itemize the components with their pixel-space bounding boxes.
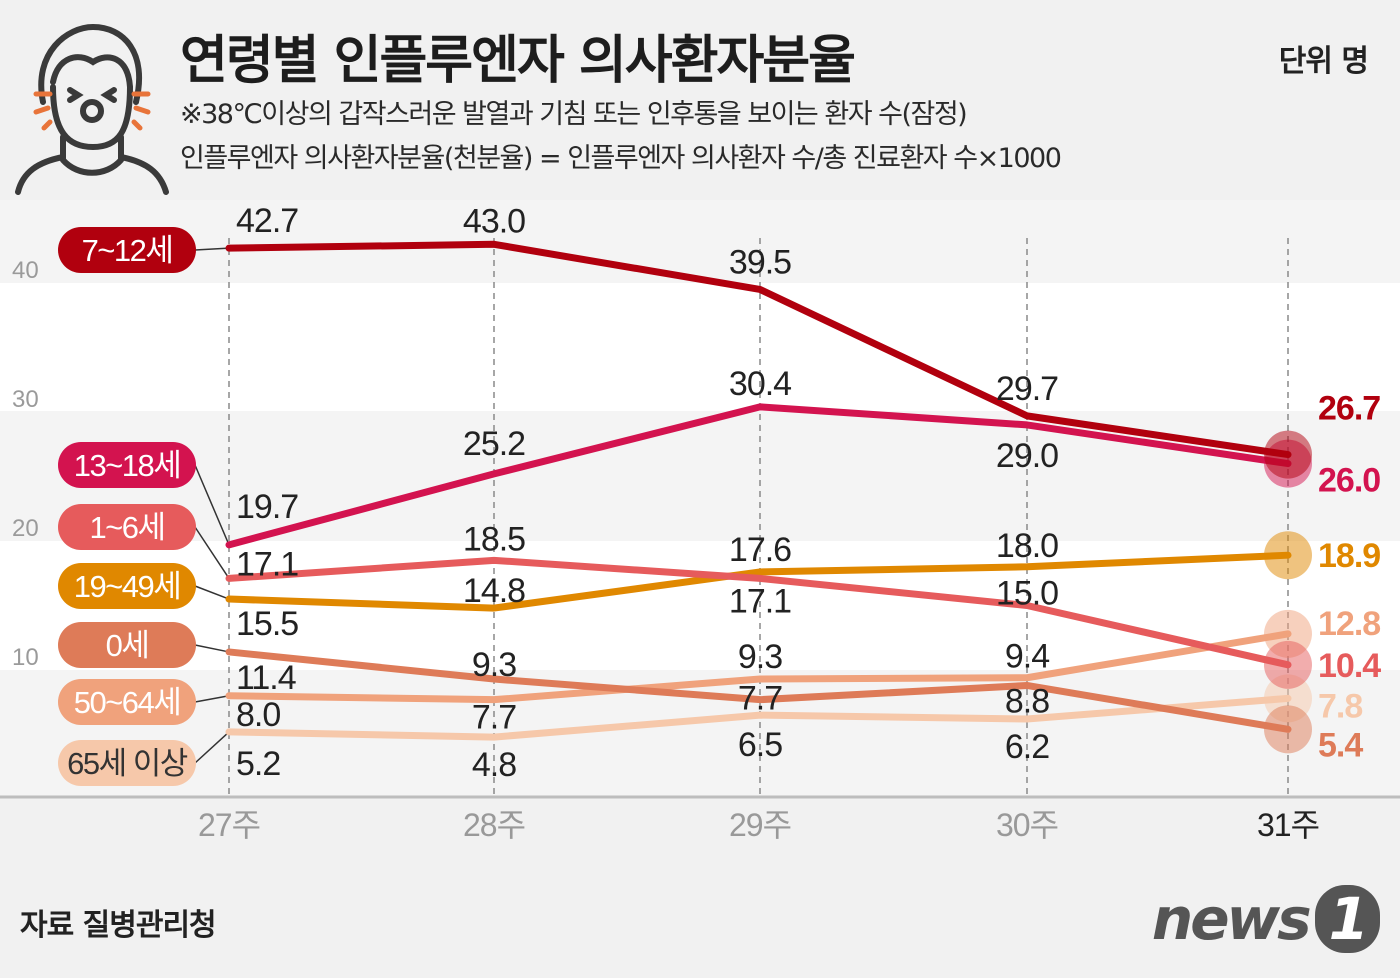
y-tick-label: 30 [12, 386, 39, 413]
data-label: 39.5 [729, 243, 791, 281]
legend-label: 1~6세 [89, 510, 164, 545]
legend-pill [58, 442, 196, 488]
y-tick-label: 40 [12, 257, 39, 284]
series-line [225, 556, 1292, 669]
data-label: 5.4 [1318, 726, 1363, 764]
data-label: 8.8 [1005, 682, 1049, 720]
data-label: 17.1 [729, 582, 791, 620]
legend-pill [58, 504, 196, 550]
data-label: 42.7 [236, 202, 298, 240]
series-line [225, 694, 1292, 741]
series-line [225, 630, 1292, 704]
data-label: 19.7 [236, 488, 298, 526]
legend-connector [194, 731, 230, 764]
legend-connector [194, 644, 230, 653]
legend-pill [58, 622, 196, 668]
legend-connector [194, 464, 230, 546]
x-tick-label: 29주 [729, 807, 791, 843]
band [0, 411, 1400, 541]
data-label: 8.0 [236, 696, 280, 734]
series-line [225, 403, 1292, 549]
legend-connector [194, 585, 230, 600]
x-tick-label: 28주 [463, 807, 525, 843]
data-label: 11.4 [236, 659, 296, 697]
data-label: 10.4 [1318, 647, 1381, 685]
band [0, 200, 1400, 283]
data-label: 17.6 [729, 531, 791, 569]
data-label: 29.0 [996, 437, 1058, 475]
data-label: 43.0 [463, 202, 525, 240]
legend-label: 13~18세 [74, 448, 181, 483]
data-label: 5.2 [236, 745, 280, 783]
data-label: 26.0 [1318, 462, 1380, 500]
data-label: 14.8 [463, 572, 525, 610]
data-label: 6.5 [738, 726, 782, 764]
data-label: 18.0 [996, 527, 1058, 565]
legend-connector [194, 695, 230, 703]
data-label: 9.4 [1005, 638, 1049, 676]
data-label: 6.2 [1005, 728, 1049, 766]
sick-person-icon [15, 23, 169, 195]
data-label: 7.8 [1318, 687, 1362, 725]
band [0, 283, 1400, 411]
data-label: 7.7 [472, 699, 516, 737]
data-label: 30.4 [729, 365, 791, 403]
y-tick-label: 20 [12, 515, 39, 542]
legend-label: 0세 [106, 628, 149, 663]
legend-pill [58, 563, 196, 609]
legend-pill [58, 227, 196, 273]
series-line [225, 240, 1292, 459]
source-label: 자료 질병관리청 [20, 908, 217, 943]
chart-title: 연령별 인플루엔자 의사환자분율 [180, 31, 856, 91]
data-label: 17.1 [236, 545, 298, 583]
x-tick-label: 31주 [1257, 807, 1319, 843]
legend-pill [58, 740, 196, 786]
data-label: 15.0 [996, 575, 1058, 613]
data-label: 9.3 [472, 646, 516, 684]
y-tick-label: 10 [12, 644, 39, 671]
footnote-definition: ※38℃이상의 갑작스러운 발열과 기침 또는 인후통을 보이는 환자 수(잠정… [180, 99, 968, 130]
data-label: 25.2 [463, 425, 525, 463]
footnote-formula: 인플루엔자 의사환자분율(천분율) = 인플루엔자 의사환자 수/총 진료환자 … [180, 143, 1062, 174]
data-label: 29.7 [996, 370, 1058, 408]
legend-label: 65세 이상 [67, 746, 188, 781]
band [0, 670, 1400, 797]
unit-label: 단위 명 [1278, 44, 1369, 79]
legend-connector [194, 526, 230, 579]
data-label: 26.7 [1318, 390, 1380, 428]
data-label: 18.9 [1318, 537, 1380, 575]
legend-label: 19~49세 [74, 569, 181, 604]
legend-connector [194, 247, 230, 251]
news1-logo: news 1 [1152, 885, 1380, 953]
data-label: 12.8 [1318, 605, 1380, 643]
data-label: 7.7 [738, 680, 782, 718]
x-tick-label: 30주 [996, 807, 1058, 843]
data-label: 18.5 [463, 520, 525, 558]
data-label: 4.8 [472, 746, 516, 784]
legend-label: 7~12세 [82, 233, 173, 268]
legend-label: 50~64세 [74, 685, 181, 720]
data-label: 15.5 [236, 605, 298, 643]
x-tick-label: 27주 [198, 807, 260, 843]
data-label: 9.3 [738, 638, 782, 676]
series-line [225, 648, 1292, 733]
series-line [225, 551, 1292, 612]
legend-pill [58, 679, 196, 725]
